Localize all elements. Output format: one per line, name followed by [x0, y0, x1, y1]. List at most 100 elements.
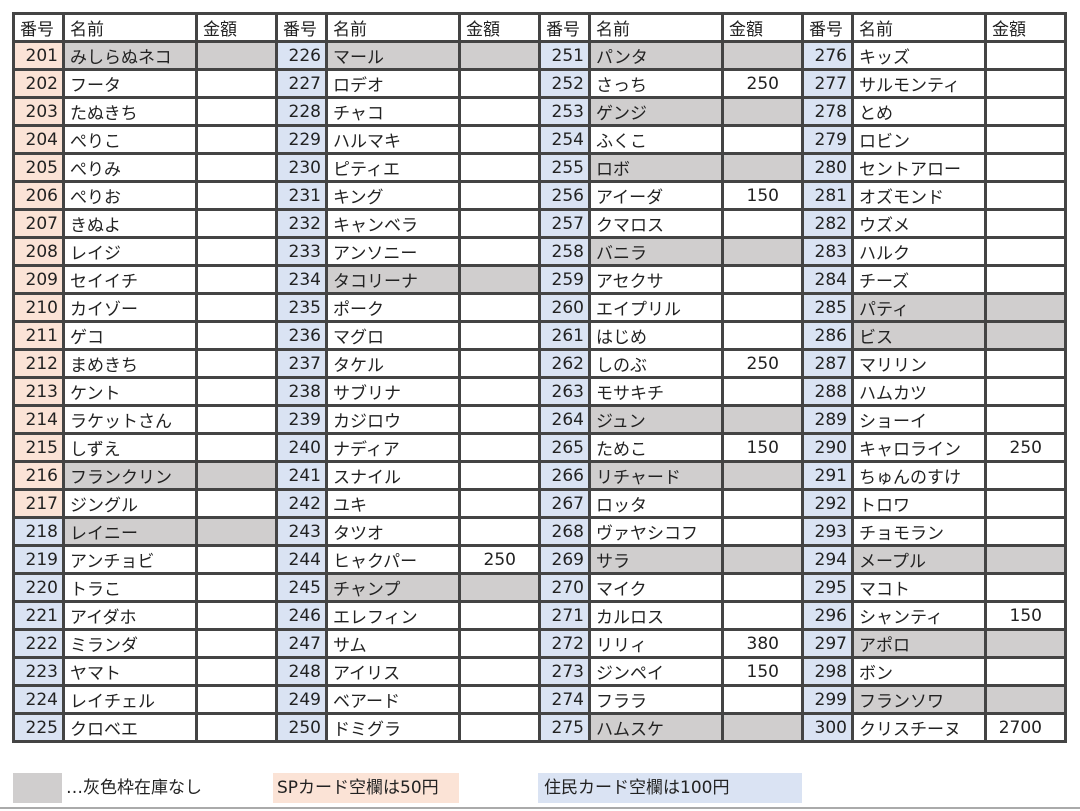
villager-number: 263 [538, 376, 591, 407]
villager-name: ヒャクパー [325, 544, 461, 575]
villager-amount [984, 628, 1067, 659]
villager-number: 245 [275, 572, 328, 603]
villager-amount [458, 180, 541, 211]
villager-name: マコト [851, 572, 987, 603]
villager-name: しずえ [62, 432, 198, 463]
table-row: 209 セイイチ 234 タコリーナ 259 アセクサ 284 チーズ [12, 264, 1067, 295]
villager-number: 299 [801, 684, 854, 715]
villager-number: 294 [801, 544, 854, 575]
villager-name: ハムカツ [851, 376, 987, 407]
villager-name: フータ [62, 68, 198, 99]
villager-name: ユキ [325, 488, 461, 519]
villager-amount: 2700 [984, 712, 1067, 743]
villager-amount [721, 236, 804, 267]
villager-amount [721, 208, 804, 239]
villager-number: 241 [275, 460, 328, 491]
villager-number: 292 [801, 488, 854, 519]
villager-amount [984, 488, 1067, 519]
villager-number: 286 [801, 320, 854, 351]
villager-number: 288 [801, 376, 854, 407]
villager-name: チョモラン [851, 516, 987, 547]
villager-amount [458, 376, 541, 407]
villager-name: ぺりみ [62, 152, 198, 183]
table-row: 207 きぬよ 232 キャンベラ 257 クマロス 282 ウズメ [12, 208, 1067, 239]
villager-number: 297 [801, 628, 854, 659]
villager-number: 290 [801, 432, 854, 463]
villager-amount [984, 208, 1067, 239]
villager-name: さっち [588, 68, 724, 99]
table-row: 223 ヤマト 248 アイリス 273 ジンペイ 150 298 ボン [12, 656, 1067, 687]
villager-amount [458, 572, 541, 603]
villager-number: 289 [801, 404, 854, 435]
table-row: 218 レイニー 243 タツオ 268 ヴァヤシコフ 293 チョモラン [12, 516, 1067, 547]
villager-number: 274 [538, 684, 591, 715]
villager-amount [195, 488, 278, 519]
villager-number: 298 [801, 656, 854, 687]
villager-name: ちゅんのすけ [851, 460, 987, 491]
villager-number: 259 [538, 264, 591, 295]
villager-amount [195, 432, 278, 463]
villager-name: アセクサ [588, 264, 724, 295]
villager-number: 239 [275, 404, 328, 435]
villager-name: セントアロー [851, 152, 987, 183]
villager-name: トラこ [62, 572, 198, 603]
villager-amount [195, 348, 278, 379]
villager-number: 247 [275, 628, 328, 659]
villager-name: とめ [851, 96, 987, 127]
villager-amount [458, 348, 541, 379]
table-row: 205 ぺりみ 230 ピティエ 255 ロボ 280 セントアロー [12, 152, 1067, 183]
villager-amount [458, 40, 541, 71]
villager-number: 254 [538, 124, 591, 155]
header-name: 名前 [325, 12, 461, 43]
villager-number: 218 [12, 516, 65, 547]
villager-name: まめきち [62, 348, 198, 379]
villager-number: 287 [801, 348, 854, 379]
villager-name: クマロス [588, 208, 724, 239]
villager-amount [458, 516, 541, 547]
villager-name: きぬよ [62, 208, 198, 239]
villager-number: 276 [801, 40, 854, 71]
villager-number: 264 [538, 404, 591, 435]
villager-amount [458, 712, 541, 743]
villager-amount [458, 292, 541, 323]
villager-name: チャコ [325, 96, 461, 127]
villager-name: ハルク [851, 236, 987, 267]
villager-name: ロデオ [325, 68, 461, 99]
villager-number: 262 [538, 348, 591, 379]
villager-name: スナイル [325, 460, 461, 491]
villager-name: メープル [851, 544, 987, 575]
villager-name: ジュン [588, 404, 724, 435]
villager-name: はじめ [588, 320, 724, 351]
villager-name: シャンティ [851, 600, 987, 631]
villager-name: クロベエ [62, 712, 198, 743]
villager-number: 225 [12, 712, 65, 743]
villager-name: ロボ [588, 152, 724, 183]
villager-amount: 250 [984, 432, 1067, 463]
villager-number: 300 [801, 712, 854, 743]
villager-number: 203 [12, 96, 65, 127]
villager-number: 270 [538, 572, 591, 603]
villager-number: 293 [801, 516, 854, 547]
villager-number: 205 [12, 152, 65, 183]
villager-name: ラケットさん [62, 404, 198, 435]
villager-number: 230 [275, 152, 328, 183]
villager-amount [721, 460, 804, 491]
villager-amount [458, 152, 541, 183]
header-amount: 金額 [984, 12, 1067, 43]
villager-number: 269 [538, 544, 591, 575]
villager-amount [721, 404, 804, 435]
villager-amount [195, 712, 278, 743]
villager-number: 260 [538, 292, 591, 323]
villager-amount: 150 [984, 600, 1067, 631]
villager-number: 234 [275, 264, 328, 295]
villager-amount [458, 124, 541, 155]
villager-number: 282 [801, 208, 854, 239]
villager-amount [458, 68, 541, 99]
villager-name: リリィ [588, 628, 724, 659]
villager-amount [195, 544, 278, 575]
villager-name: ゲコ [62, 320, 198, 351]
villager-amount [984, 96, 1067, 127]
villager-amount [984, 68, 1067, 99]
villager-number: 244 [275, 544, 328, 575]
villager-amount [984, 516, 1067, 547]
